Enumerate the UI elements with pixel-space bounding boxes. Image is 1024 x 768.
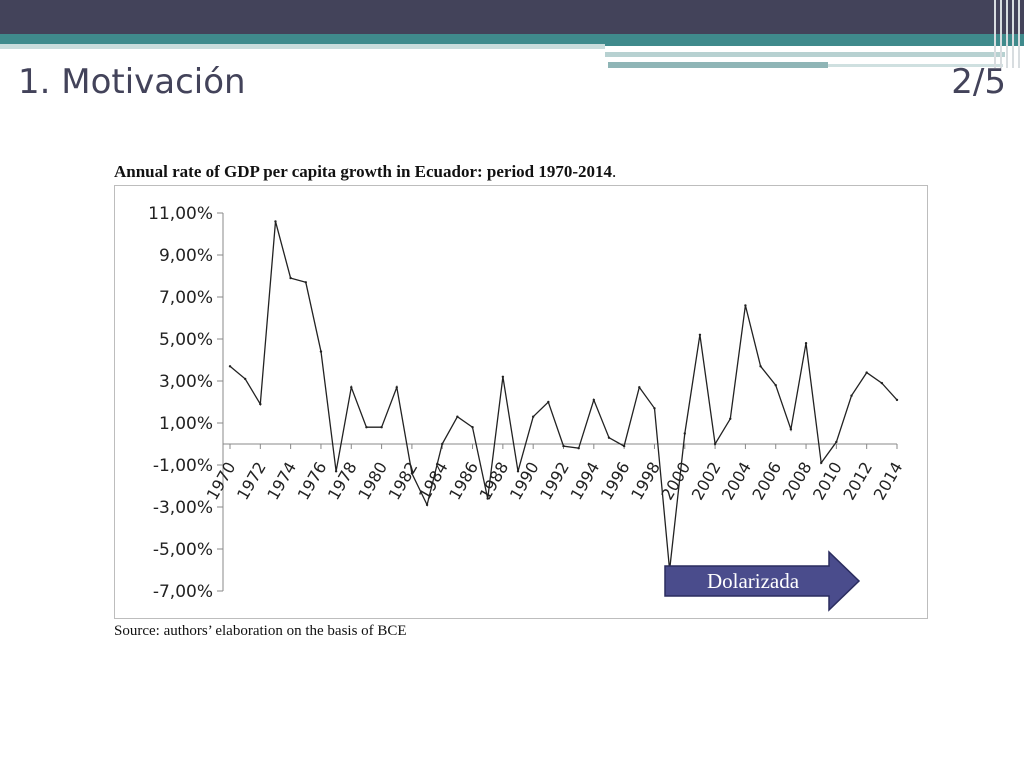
chart-caption-text: Annual rate of GDP per capita growth in … — [114, 162, 613, 181]
data-point — [486, 497, 489, 500]
x-tick-label: 1986 — [445, 459, 482, 504]
y-tick-label: -3,00% — [153, 498, 213, 518]
data-point — [562, 444, 565, 448]
data-point — [319, 350, 323, 353]
data-point — [547, 400, 550, 404]
data-point — [820, 461, 823, 465]
data-point — [274, 220, 277, 223]
x-tick-label: 1998 — [627, 459, 664, 504]
x-tick-label: 1976 — [294, 459, 331, 504]
gdp-growth-line-chart: 11,00% 9,00% 7,00% 5,00% 3,00% 1,00% -1,00% -3,… — [148, 204, 907, 612]
header-decor-bars — [992, 0, 1024, 68]
x-tick-label: 1994 — [566, 459, 603, 504]
chart-caption-period: . — [612, 162, 617, 181]
x-tick-label: 2004 — [718, 459, 755, 504]
dolarizada-label: Dolarizada — [707, 569, 800, 593]
dolarizada-arrow — [664, 550, 861, 612]
x-tick-label: 2008 — [779, 459, 816, 504]
x-tick-label: 1978 — [324, 459, 361, 504]
data-point — [592, 398, 596, 402]
data-point — [425, 503, 429, 507]
data-point — [410, 472, 414, 475]
y-tick-label: -1,00% — [153, 456, 213, 476]
data-point — [350, 386, 353, 389]
data-point — [835, 440, 838, 444]
data-point — [259, 402, 262, 406]
data-point — [380, 426, 383, 429]
data-point — [334, 470, 338, 473]
data-point — [531, 415, 535, 418]
header-accent-strip — [828, 64, 1003, 67]
y-tick-label: 9,00% — [159, 246, 213, 266]
x-tick-label: 1990 — [506, 459, 543, 504]
slide-page-indicator: 2/5 — [951, 62, 1006, 102]
data-point — [365, 426, 368, 429]
y-tick-label: 5,00% — [159, 330, 213, 350]
data-point — [456, 415, 459, 418]
data-point — [607, 436, 611, 439]
data-point — [880, 381, 884, 385]
data-point — [304, 281, 307, 284]
data-point — [895, 398, 899, 402]
data-point — [289, 276, 292, 280]
data-point — [516, 470, 520, 473]
chart-caption: Annual rate of GDP per capita growth in … — [114, 162, 616, 182]
data-point — [729, 417, 732, 420]
x-tick-label: 2014 — [870, 459, 907, 504]
data-point — [441, 442, 444, 446]
data-point — [850, 394, 853, 397]
y-tick-label: -5,00% — [153, 540, 213, 560]
x-tick-label: 1980 — [354, 459, 391, 504]
data-point — [395, 386, 398, 389]
gdp-growth-series-line — [229, 221, 898, 571]
header-band-dark — [0, 0, 1024, 34]
data-point — [865, 371, 868, 374]
data-point — [638, 386, 641, 389]
data-point — [789, 428, 793, 431]
data-point — [759, 365, 762, 368]
chart-frame: 11,00% 9,00% 7,00% 5,00% 3,00% 1,00% -1,00% -3,… — [114, 185, 928, 619]
data-point — [698, 333, 702, 336]
x-tick-label: 1992 — [536, 459, 573, 504]
data-point — [774, 384, 777, 387]
x-tick-label: 2002 — [688, 459, 725, 504]
x-tick-label: 1974 — [263, 459, 300, 504]
header-accent-strip — [608, 62, 828, 68]
x-tick-label: 1996 — [597, 459, 634, 504]
slide-title: 1. Motivación — [18, 62, 246, 102]
data-point — [622, 444, 626, 448]
data-point — [804, 342, 808, 345]
x-tick-label: 2006 — [748, 459, 785, 504]
y-tick-label: -7,00% — [153, 582, 213, 602]
data-point — [577, 447, 580, 450]
header-accent-line — [0, 44, 605, 49]
data-point — [653, 407, 656, 410]
x-tick-label: 2012 — [839, 459, 876, 504]
data-point — [243, 377, 247, 381]
header-accent-strip — [605, 52, 1005, 57]
y-tick-label: 1,00% — [159, 414, 213, 434]
data-point — [744, 304, 747, 307]
data-point — [501, 375, 505, 378]
x-tick-label: 2010 — [809, 459, 846, 504]
header-band-teal — [0, 34, 1024, 46]
data-point — [683, 432, 686, 435]
x-tick-label: 1972 — [233, 459, 270, 504]
source-note: Source: authors’ elaboration on the basi… — [114, 623, 407, 639]
data-point — [471, 426, 474, 429]
y-tick-label: 3,00% — [159, 372, 213, 392]
y-tick-label: 7,00% — [159, 288, 213, 308]
data-point — [228, 365, 232, 368]
y-tick-label: 11,00% — [148, 204, 213, 224]
data-point — [713, 442, 717, 446]
